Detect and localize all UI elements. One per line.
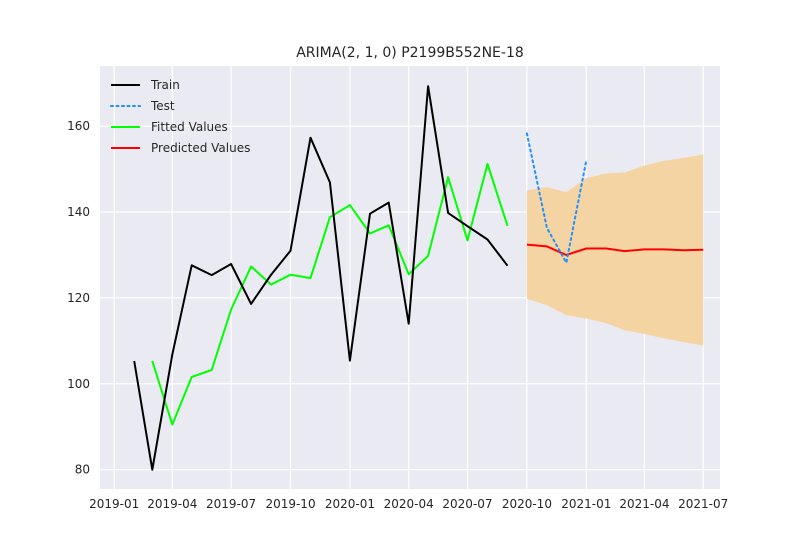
x-tick-label: 2019-07	[206, 497, 256, 511]
y-tick-labels: 80 100 120 140 160	[67, 119, 90, 477]
y-tick-label: 80	[75, 463, 90, 477]
legend-label: Fitted Values	[151, 120, 228, 134]
legend-label: Predicted Values	[151, 141, 250, 155]
predicted-values-line	[526, 243, 704, 256]
y-tick-label: 160	[67, 119, 90, 133]
x-tick-label: 2019-01	[89, 497, 139, 511]
y-tick-label: 120	[67, 291, 90, 305]
x-tick-label: 2020-01	[325, 497, 375, 511]
x-tick-label: 2021-01	[561, 497, 611, 511]
x-tick-label: 2020-07	[442, 497, 492, 511]
x-tick-label: 2020-04	[384, 497, 434, 511]
legend-label: Train	[150, 78, 180, 92]
chart-title: ARIMA(2, 1, 0) P2199B552NE-18	[296, 45, 524, 61]
fitted-values-line	[151, 162, 509, 426]
series-lines	[133, 85, 704, 471]
x-tick-label: 2020-10	[502, 497, 552, 511]
legend-label: Test	[150, 99, 175, 113]
x-tick-label: 2019-10	[265, 497, 315, 511]
train-line	[133, 85, 509, 471]
y-tick-label: 140	[67, 205, 90, 219]
test-line	[525, 132, 588, 264]
x-tick-label: 2021-07	[678, 497, 728, 511]
x-tick-label: 2019-04	[147, 497, 197, 511]
x-tick-label: 2021-04	[619, 497, 669, 511]
y-tick-label: 100	[67, 377, 90, 391]
x-tick-labels: 2019-01 2019-04 2019-07 2019-10 2020-01 2020-…	[89, 497, 728, 511]
legend: Train Test Fitted Values Predicted Values	[110, 78, 250, 155]
